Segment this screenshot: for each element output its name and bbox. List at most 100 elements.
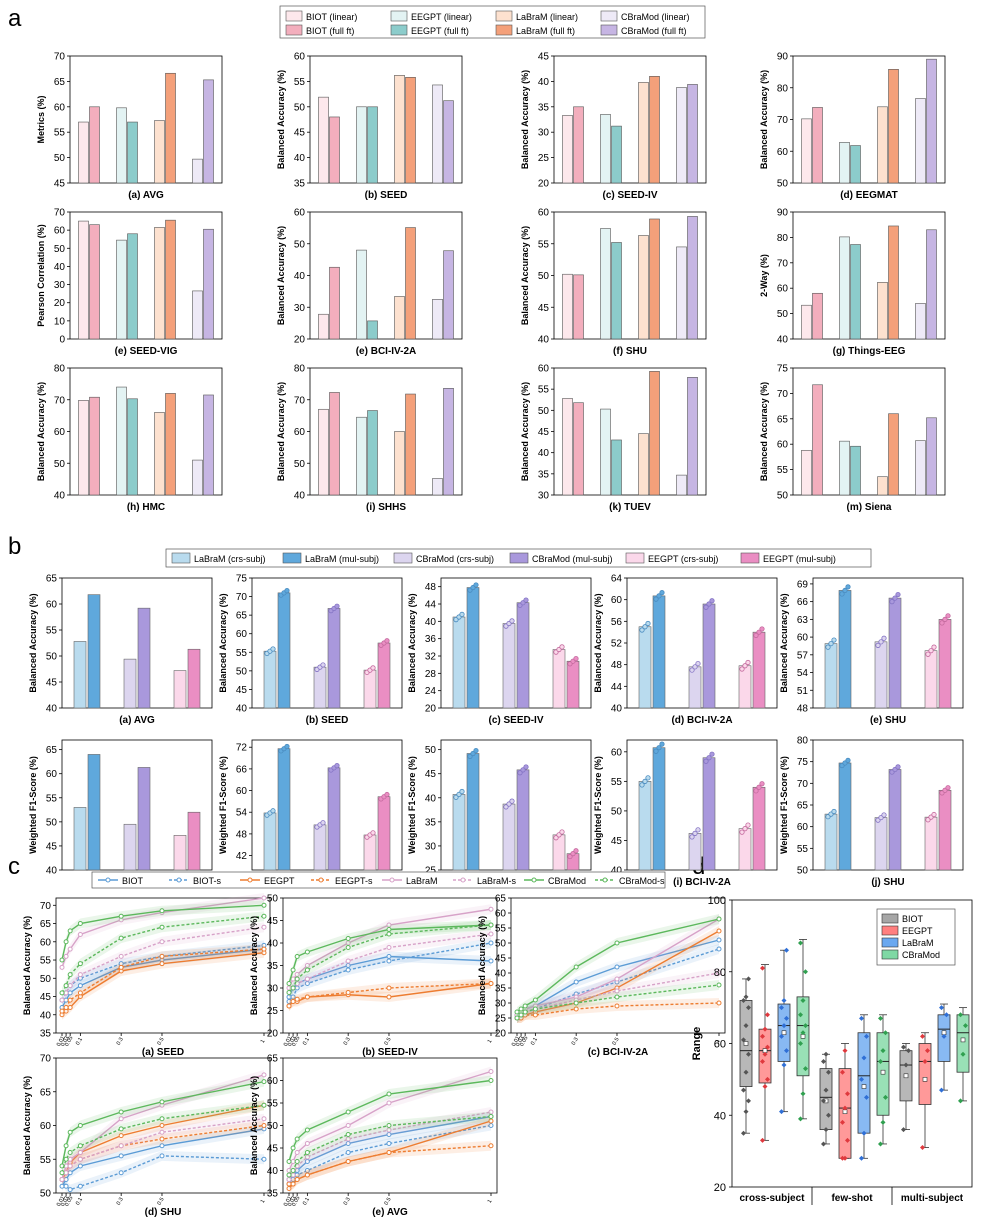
b-subplot-2-ytick-label: 75	[236, 574, 248, 585]
b-subplot-5-point	[889, 599, 895, 605]
c-subplot-3-marker-CBraMod	[573, 964, 579, 970]
c-subplot-4-marker-BIOT-s	[63, 1183, 69, 1189]
b-subplot-2-ytick-label: 55	[236, 648, 248, 659]
b-subplot-8-point	[553, 835, 559, 841]
c-subplot-5-xtick-label: 0.05	[291, 1195, 302, 1207]
a-subplot-9-bar-LaBraM-linear	[154, 412, 165, 496]
a-subplot-11-bar-LaBraM-linear	[638, 433, 649, 496]
d-point-CBraMod	[800, 1030, 806, 1036]
c-subplot-4-marker-BIOT-s	[261, 1156, 267, 1162]
d-point-CBraMod	[798, 1012, 803, 1018]
c-subplot-4-marker-CBraMod-s	[77, 1143, 83, 1149]
c-subplot-5-xtick-label: 0.03	[287, 1195, 298, 1207]
d-point-CBraMod	[958, 1098, 963, 1104]
b-legend-label: LaBraM (mul-subj)	[305, 554, 379, 564]
a-subplot-6-bar-BIOT-full-ft	[329, 266, 340, 340]
a-subplot-8-ytick-label: 80	[777, 233, 789, 244]
a-legend-swatch	[600, 10, 618, 22]
c-subplot-2-marker-CBraMod-s	[294, 976, 300, 982]
a-subplot-10-title: (i) SHHS	[366, 502, 406, 513]
a-subplot-1-ytick-label: 55	[54, 128, 66, 139]
c-subplot-3-marker-CBraMod	[716, 916, 722, 922]
c-subplot-3-marker-CBraMod	[518, 1006, 524, 1012]
d-legend-label: BIOT	[902, 914, 924, 924]
c-subplot-1-marker-CBraMod	[77, 921, 83, 927]
c-subplot-2-ytick-label: 45	[267, 916, 279, 927]
c-subplot-3-ytick-label: 30	[495, 999, 507, 1010]
d-point-EEGPT	[765, 1012, 770, 1018]
b-subplot-5-point	[842, 587, 848, 594]
a-subplot-10-bar-CBraMod-full-ft	[443, 388, 454, 496]
a-subplot-5-bar-EEGPT-full-ft	[127, 233, 138, 340]
b-subplot-3-ytick-label: 40	[425, 617, 437, 628]
c-subplot-5-xtick-label: 0.01	[283, 1195, 294, 1207]
b-subplot-4-ytick-label: 48	[611, 660, 623, 671]
c-subplot-5-marker-EEGPT-s	[345, 1159, 351, 1164]
b-legend-swatch	[625, 552, 645, 564]
c-legend-label: LaBraM-s	[477, 876, 517, 886]
b-subplot-8-bar-CBraMod-crs-subj	[502, 803, 516, 871]
c-subplot-2-marker-CBraMod	[294, 954, 300, 959]
d-point-BIOT	[821, 1058, 826, 1064]
b-subplot-6-bar-LaBraM-mul-subj	[87, 754, 101, 871]
b-subplot-3-point	[509, 618, 515, 624]
b-subplot-2-point	[370, 665, 376, 671]
c-subplot-2-marker-BIOT-s	[488, 940, 494, 946]
b-subplot-6-ytick-label: 65	[46, 745, 58, 756]
d-ytick-label: 60	[714, 1039, 726, 1051]
b-subplot-2-ytick-label: 45	[236, 685, 248, 696]
b-subplot-9-point	[739, 829, 745, 835]
c-subplot-4-marker-CBraMod	[261, 1079, 267, 1085]
d-point-BIOT	[741, 1087, 746, 1093]
b-subplot-10-bar-CBraMod-crs-subj	[874, 817, 888, 871]
c-subplot-3-ytick-label: 65	[495, 894, 507, 905]
b-subplot-4-bar-EEGPT-crs-subj	[738, 665, 752, 709]
b-subplot-4-bar-CBraMod-crs-subj	[688, 666, 702, 709]
c-subplot-3-marker-BIOT	[573, 979, 579, 985]
b-subplot-4-point	[753, 632, 759, 639]
d-point-LaBraM	[861, 1055, 867, 1061]
d-point-CBraMod	[803, 1023, 808, 1029]
a-subplot-10-ytick-label: 70	[294, 395, 306, 406]
c-legend-label: EEGPT	[264, 876, 295, 886]
b-subplot-9-ytick-label: 40	[611, 866, 623, 877]
c-subplot-5-marker-CBraMod-s	[294, 1159, 300, 1164]
c-subplot-3-marker-CBraMod-s	[522, 1009, 528, 1015]
b-subplot-7-point	[284, 743, 290, 750]
b-subplot-4-point	[639, 627, 645, 633]
c-subplot-5-marker-CBraMod	[345, 1109, 351, 1115]
a-subplot-9-bar-CBraMod-linear	[192, 459, 203, 496]
b-subplot-8-point	[520, 767, 526, 773]
a-subplot-4-bar-BIOT-linear	[801, 118, 812, 184]
a-subplot-1-bar-EEGPT-linear	[116, 107, 127, 184]
c-subplot-4-marker-CBraMod-s	[261, 1102, 267, 1108]
b-subplot-7-ytick-label: 72	[236, 743, 248, 754]
c-subplot-3-marker-BIOT	[614, 964, 620, 970]
b-subplot-9-ytick-label: 55	[611, 777, 623, 788]
a-legend-box	[279, 5, 706, 39]
a-subplot-10-ytick-label: 80	[294, 364, 306, 375]
d-point-CBraMod	[803, 1066, 808, 1072]
a-subplot-6-bar-EEGPT-linear	[356, 249, 367, 340]
c-subplot-4-marker-CBraMod-s	[59, 1170, 65, 1176]
c-subplot-5-ytick-label: 55	[267, 1099, 279, 1110]
c-subplot-2-marker-CBraMod-s	[488, 922, 494, 928]
b-subplot-8-point	[456, 791, 462, 798]
b-subplot-8-point	[559, 829, 565, 835]
c-subplot-4-marker-LaBraM-s	[159, 1129, 165, 1135]
c-legend-marker	[318, 877, 324, 883]
d-box-EEGPT	[918, 1043, 932, 1105]
a-subplot-2-bar-EEGPT-linear	[356, 106, 367, 184]
c-subplot-2-band-CBraMod	[289, 920, 491, 989]
a-subplot-4-bar-BIOT-full-ft	[812, 107, 823, 184]
d-box-LaBraM	[857, 1032, 871, 1134]
d-point-BIOT	[743, 994, 749, 1000]
a-subplot-6-bar-LaBraM-full-ft	[405, 227, 416, 340]
c-subplot-2-marker-CBraMod	[304, 949, 310, 955]
b-subplot-4-ytick-label: 44	[611, 682, 623, 693]
c-subplot-2-ytick-label: 20	[267, 1029, 279, 1040]
a-legend-swatch	[390, 10, 408, 22]
b-subplot-5-ytick-label: 57	[797, 650, 809, 661]
b-subplot-3-ylabel: Balanced Accuracy (%)	[407, 593, 417, 692]
a-subplot-10-bar-EEGPT-full-ft	[367, 410, 378, 496]
